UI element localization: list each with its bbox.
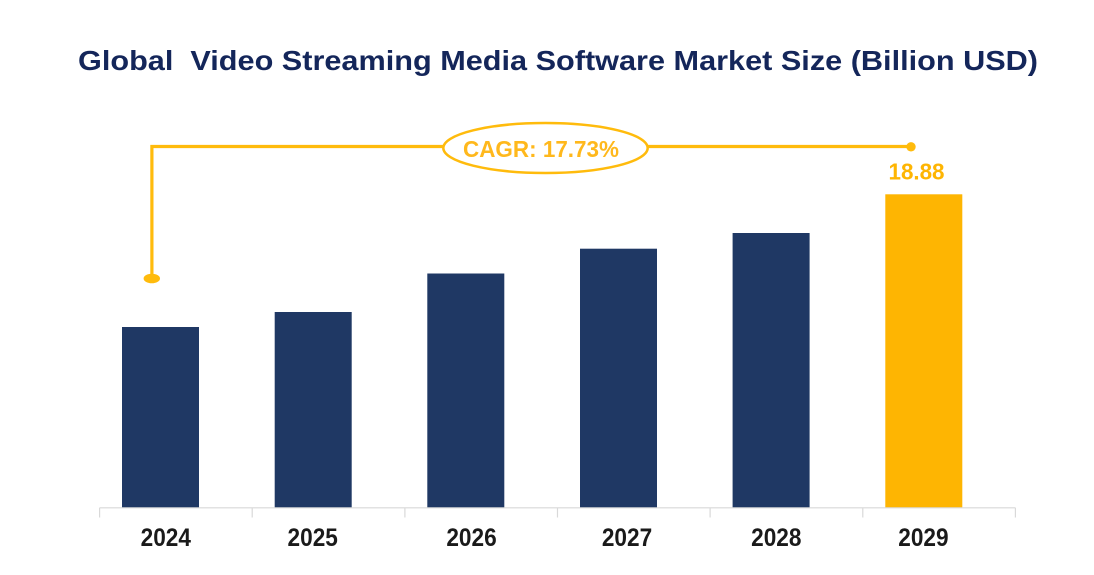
svg-text:2028: 2028 (751, 525, 801, 552)
svg-text:18.88: 18.88 (889, 159, 945, 185)
svg-text:2024: 2024 (141, 525, 191, 552)
svg-text:2026: 2026 (446, 525, 496, 552)
svg-text:2025: 2025 (288, 525, 338, 552)
svg-text:2029: 2029 (898, 525, 948, 552)
svg-text:2027: 2027 (602, 525, 652, 552)
svg-text:Global Video Streaming Media: Global Video Streaming Media Software Ma… (78, 45, 1038, 76)
svg-text:CAGR: 17.73%: CAGR: 17.73% (463, 136, 619, 162)
